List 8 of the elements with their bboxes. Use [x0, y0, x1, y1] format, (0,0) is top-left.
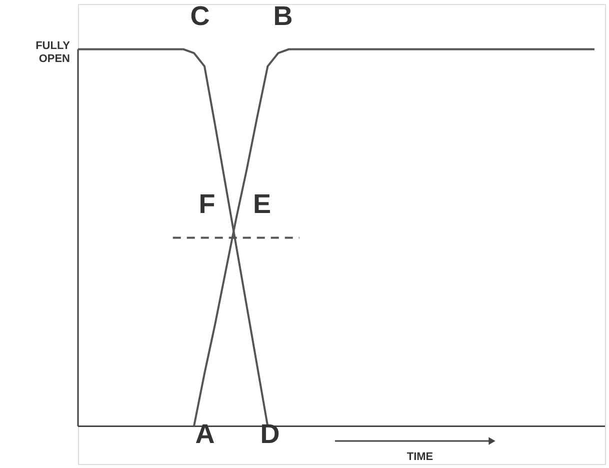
x-axis-title: TIME: [406, 451, 434, 463]
y-axis-title: FULLY OPEN: [36, 40, 71, 65]
annotation: D: [260, 419, 280, 449]
text: B: [273, 1, 293, 31]
text: C: [190, 1, 210, 31]
annotation: E: [252, 189, 272, 219]
annotation: F: [198, 189, 216, 219]
annotation: A: [195, 419, 215, 449]
